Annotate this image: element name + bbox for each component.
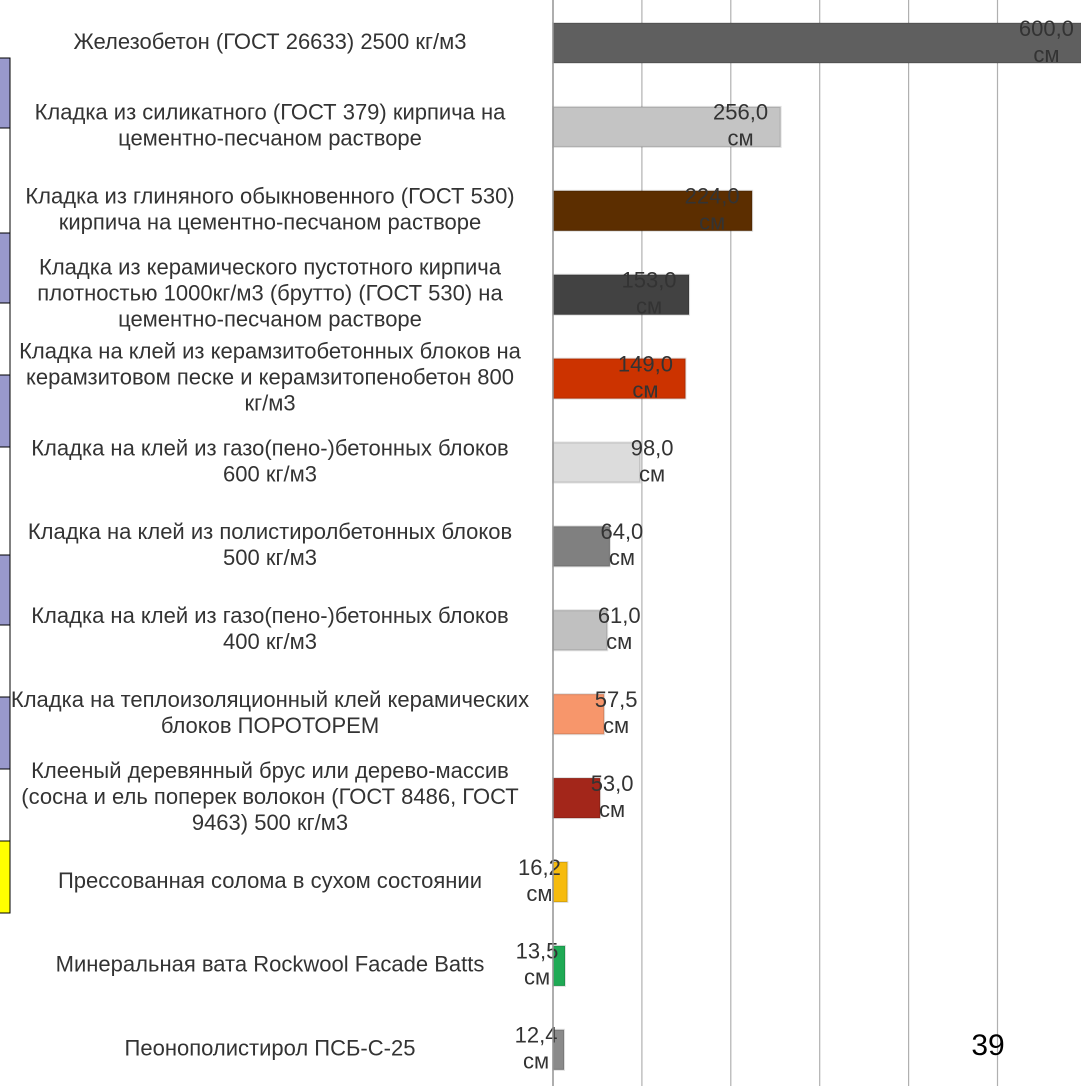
bar (552, 22, 1081, 64)
value-label: 153,0 см (621, 268, 676, 319)
value-label: 57,5 см (595, 687, 638, 738)
category-label: Кладка из глиняного обыкновенного (ГОСТ … (25, 184, 514, 235)
value-label: 53,0 см (591, 771, 634, 822)
table-fragment (0, 57, 11, 914)
category-label: Кладка на клей из газо(пено-)бетонных бл… (31, 603, 509, 654)
bar (552, 105, 782, 148)
category-label: Кладка на клей из полистиролбетонных бло… (28, 519, 512, 570)
bar (552, 357, 687, 400)
bar (552, 441, 642, 484)
bar (552, 609, 609, 652)
category-label: Кладка на клей из керамзитобетонных блок… (19, 338, 522, 415)
bar (552, 189, 754, 232)
value-label: 64,0 см (600, 519, 643, 570)
category-label: Пеонополистирол ПСБ-С-25 (125, 1036, 416, 1061)
category-label: Железобетон (ГОСТ 26633) 2500 кг/м3 (73, 29, 466, 54)
value-label: 61,0 см (598, 603, 641, 654)
value-label: 12,4 см (515, 1023, 558, 1074)
bar (552, 693, 606, 736)
bar (552, 273, 691, 316)
page-number: 39 (971, 1029, 1004, 1062)
value-label: 13,5 см (516, 939, 559, 990)
category-label: Прессованная солома в сухом состоянии (58, 868, 482, 893)
value-label: 600,0 см (1019, 16, 1074, 67)
category-label: Кладка из силикатного (ГОСТ 379) кирпича… (35, 100, 507, 151)
value-label: 149,0 см (618, 351, 673, 402)
category-label: Кладка на теплоизоляционный клей керамич… (11, 687, 529, 738)
bar (552, 525, 611, 568)
value-label: 224,0 см (685, 184, 740, 235)
category-label: Клееный деревянный брус или дерево-масси… (21, 758, 518, 835)
category-label: Минеральная вата Rockwool Facade Batts (56, 952, 485, 977)
category-label: Кладка из керамического пустотного кирпи… (37, 255, 503, 332)
value-label: 98,0 см (631, 435, 674, 486)
category-label: Кладка на клей из газо(пено-)бетонных бл… (31, 435, 509, 486)
value-label: 256,0 см (713, 100, 768, 151)
